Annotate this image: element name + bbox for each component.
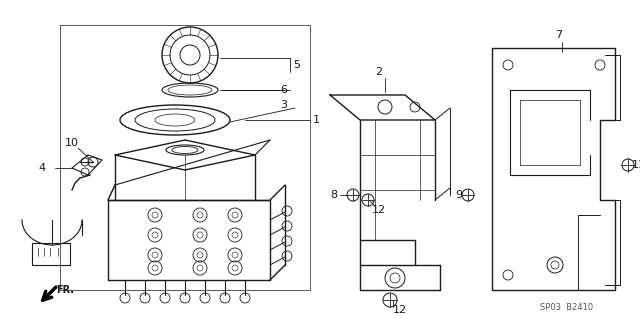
Text: 6: 6 xyxy=(280,85,287,95)
Text: 1: 1 xyxy=(313,115,320,125)
Text: 5: 5 xyxy=(293,60,300,70)
Text: SP03  B2410: SP03 B2410 xyxy=(540,303,593,313)
Text: FR.: FR. xyxy=(56,285,74,295)
Text: 4: 4 xyxy=(38,163,45,173)
Text: 10: 10 xyxy=(65,138,79,148)
Text: 8: 8 xyxy=(330,190,337,200)
Text: 12: 12 xyxy=(393,305,407,315)
Text: 12: 12 xyxy=(372,205,386,215)
Text: 9: 9 xyxy=(455,190,462,200)
Text: 3: 3 xyxy=(280,100,287,110)
FancyBboxPatch shape xyxy=(32,243,70,265)
Text: 7: 7 xyxy=(555,30,562,40)
Text: 2: 2 xyxy=(375,67,382,77)
Text: 11: 11 xyxy=(632,160,640,170)
